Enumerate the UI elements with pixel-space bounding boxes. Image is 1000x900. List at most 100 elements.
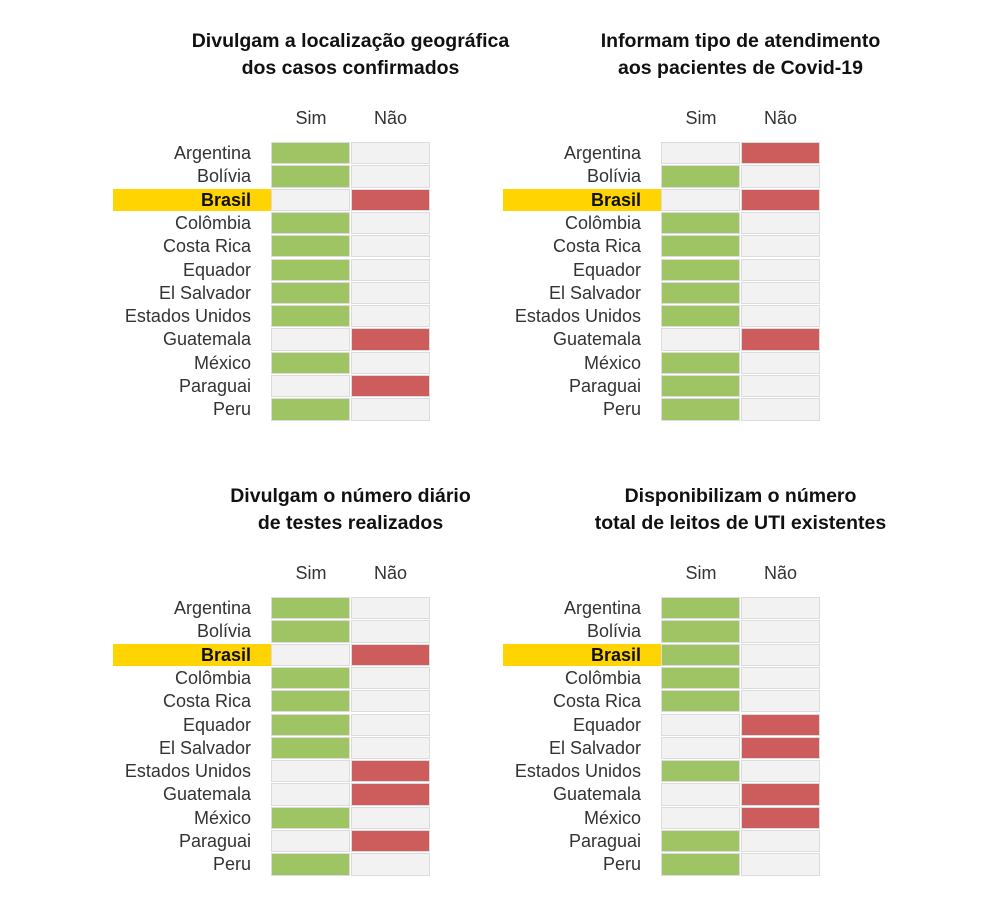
country-label: Argentina <box>173 598 251 618</box>
country-label: El Salvador <box>548 737 641 758</box>
chart-title-line: Divulgam a localização geográfica <box>191 30 510 52</box>
chart-panel-1: Divulgam a localização geográfica dos cas… <box>0 0 509 440</box>
cell-nao <box>350 713 430 736</box>
column-header-sim: Sim <box>685 108 717 128</box>
cell-nao <box>350 142 430 165</box>
cell-nao <box>740 736 820 760</box>
cell-sim <box>661 375 740 398</box>
country-label: Guatemala <box>552 784 641 805</box>
country-label: Costa Rica <box>162 236 251 257</box>
country-label: Estados Unidos <box>124 306 251 327</box>
cell-sim <box>271 713 350 736</box>
cell-nao <box>740 597 820 620</box>
cell-nao <box>350 690 430 713</box>
cell-nao <box>350 620 430 643</box>
country-label: Peru <box>212 854 251 875</box>
country-label: Estados Unidos <box>514 761 641 782</box>
cell-sim <box>271 165 350 188</box>
country-label: Peru <box>602 854 641 875</box>
country-label: Bolívia <box>196 166 251 187</box>
chart-panel-4: Disponibilizam o número total de leitos d… <box>390 455 886 895</box>
cell-nao <box>350 643 430 666</box>
cell-nao <box>350 258 430 281</box>
country-label: Colômbia <box>564 212 641 233</box>
column-header-nao: Não <box>763 108 798 128</box>
cell-nao <box>740 142 820 165</box>
cell-sim <box>661 713 740 736</box>
chart-title: Disponibilizam o número total de leitos d… <box>496 483 986 537</box>
country-label: Equador <box>572 714 641 735</box>
cell-sim <box>271 235 350 258</box>
cell-sim <box>661 736 740 760</box>
country-label: México <box>583 807 641 828</box>
cell-sim <box>271 328 350 351</box>
chart-title-line: Informam tipo de atendimento <box>600 30 881 52</box>
cell-nao <box>350 375 430 398</box>
cell-nao <box>740 188 820 211</box>
country-label: Paraguai <box>568 376 641 396</box>
chart-panel-2: Informam tipo de atendimento aos paciente… <box>390 0 880 440</box>
cell-sim <box>271 690 350 713</box>
chart-panel-3: Divulgam o número diário de testes realiz… <box>0 455 490 895</box>
cell-nao <box>740 830 820 853</box>
country-label: Brasil <box>590 644 641 665</box>
country-label: Bolívia <box>586 621 641 642</box>
cell-sim <box>661 235 740 258</box>
cell-nao <box>740 375 820 398</box>
cell-sim <box>661 211 740 235</box>
cell-nao <box>740 690 820 713</box>
country-label: México <box>193 352 251 373</box>
cell-nao <box>350 188 430 211</box>
country-label: Peru <box>602 399 641 420</box>
cell-nao <box>350 211 430 235</box>
cell-sim <box>271 853 350 876</box>
highlight-bar <box>113 644 271 667</box>
column-header-nao: Não <box>373 563 408 583</box>
cell-sim <box>661 783 740 806</box>
country-label: Brasil <box>590 189 641 210</box>
cell-sim <box>661 597 740 620</box>
cell-nao <box>740 783 820 806</box>
cell-sim <box>271 398 350 421</box>
chart-title: Divulgam o número diário de testes realiz… <box>106 483 596 537</box>
cell-sim <box>661 258 740 281</box>
country-label: Peru <box>212 399 251 420</box>
highlight-bar <box>113 189 271 212</box>
cell-nao <box>740 305 820 328</box>
cell-sim <box>271 281 350 305</box>
column-header-nao: Não <box>763 563 798 583</box>
cell-nao <box>740 713 820 736</box>
chart-title: Divulgam a localização geográfica dos cas… <box>106 28 596 82</box>
country-label: Paraguai <box>568 831 641 851</box>
cell-sim <box>271 211 350 235</box>
cell-sim <box>661 806 740 829</box>
country-label: Argentina <box>563 598 641 618</box>
cell-sim <box>661 188 740 211</box>
cell-sim <box>271 783 350 806</box>
cell-sim <box>661 328 740 351</box>
cell-nao <box>740 165 820 188</box>
cell-nao <box>350 351 430 374</box>
cell-nao <box>740 351 820 374</box>
cell-nao <box>350 597 430 620</box>
cell-nao <box>740 258 820 281</box>
cell-sim <box>271 830 350 853</box>
cell-sim <box>271 760 350 783</box>
column-header-sim: Sim <box>685 563 717 583</box>
cell-sim <box>661 165 740 188</box>
country-label: Costa Rica <box>552 236 641 257</box>
cell-nao <box>350 853 430 876</box>
country-label: El Salvador <box>158 282 251 303</box>
cell-sim <box>271 666 350 690</box>
highlight-bar <box>503 189 661 212</box>
chart-title-line: dos casos confirmados <box>241 57 460 79</box>
cell-nao <box>740 760 820 783</box>
cell-sim <box>271 305 350 328</box>
cell-sim <box>271 736 350 760</box>
column-header-sim: Sim <box>295 563 327 583</box>
cell-nao <box>740 806 820 829</box>
country-label: Colômbia <box>174 212 251 233</box>
chart-title-line: de testes realizados <box>257 512 444 534</box>
cell-sim <box>271 351 350 374</box>
cell-sim <box>271 142 350 165</box>
